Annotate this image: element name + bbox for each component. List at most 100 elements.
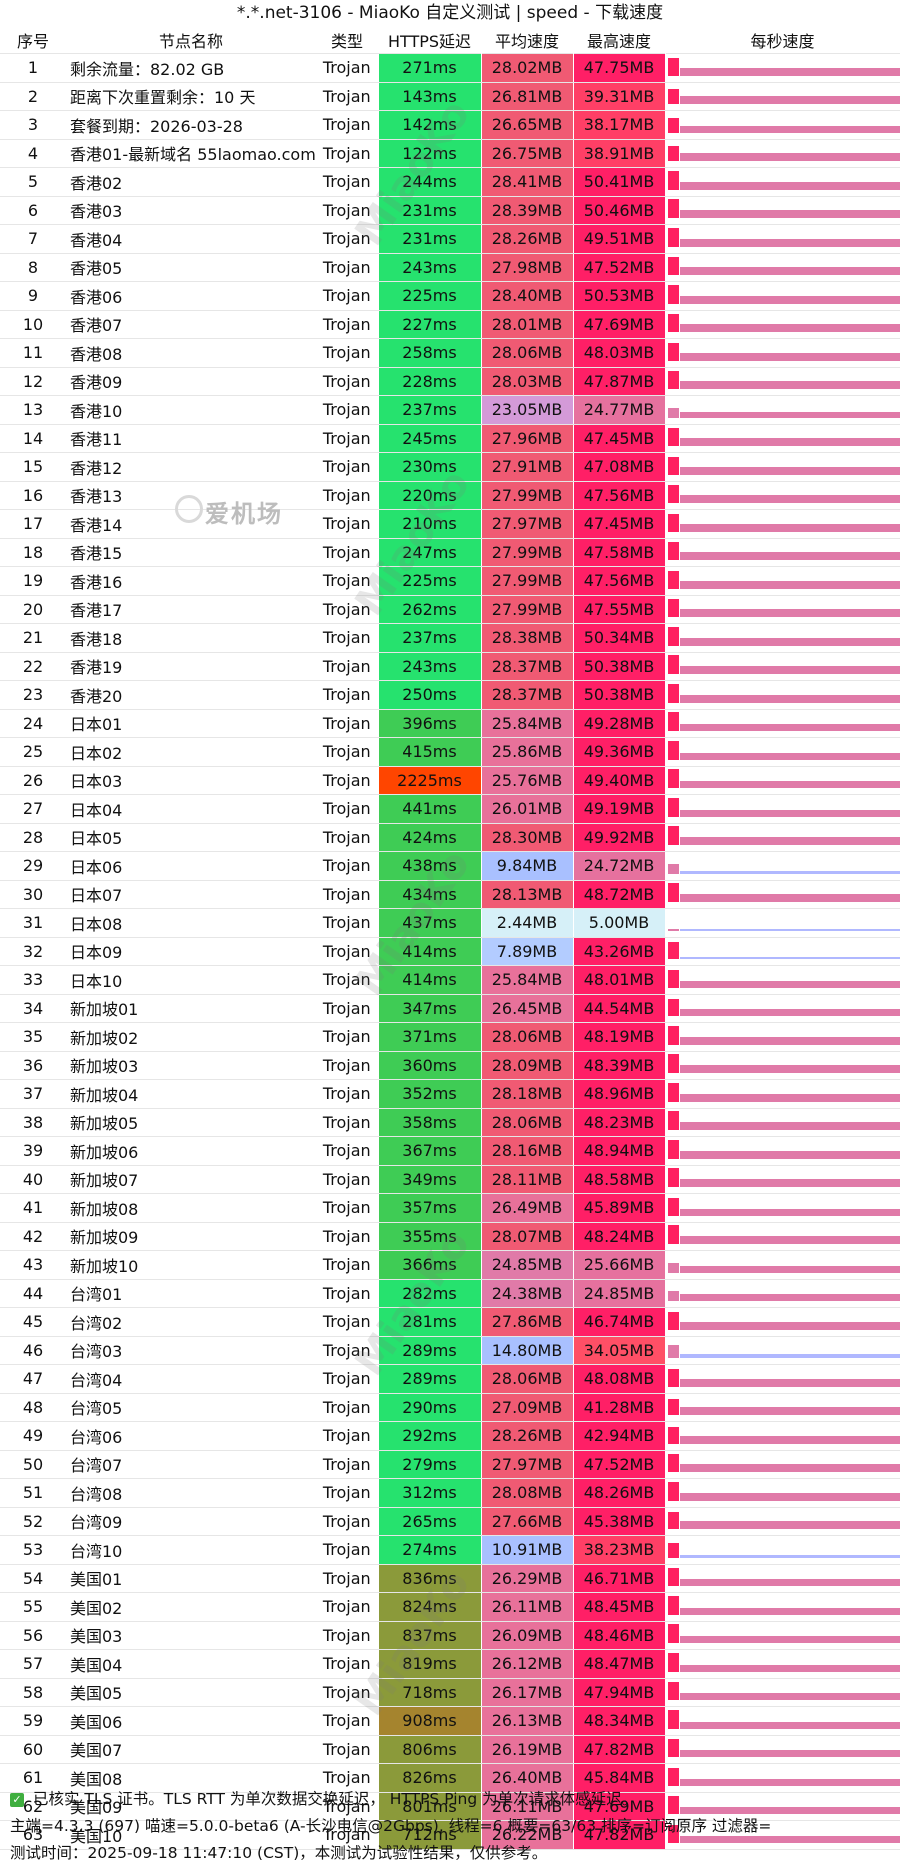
table-row[interactable]: 8 香港05 Trojan 243ms 27.98MB 47.52MB [0,252,900,282]
table-row[interactable]: 23 香港20 Trojan 250ms 28.37MB 50.38MB [0,680,900,710]
table-row[interactable]: 17 香港14 Trojan 210ms 27.97MB 47.45MB [0,509,900,539]
table-row[interactable]: 40 新加坡07 Trojan 349ms 28.11MB 48.58MB [0,1164,900,1194]
https-latency: 220ms [377,480,482,510]
table-row[interactable]: 31 日本08 Trojan 437ms 2.44MB 5.00MB [0,908,900,938]
avg-speed: 28.13MB [480,879,574,909]
sparkline-band [679,1492,900,1501]
table-row[interactable]: 22 香港19 Trojan 243ms 28.37MB 50.38MB [0,651,900,681]
max-speed: 48.23MB [572,1107,666,1137]
sparkline-band [679,580,900,589]
sparkline-spike [667,599,679,617]
header-node-name[interactable]: 节点名称 [158,31,223,51]
table-row[interactable]: 48 台湾05 Trojan 290ms 27.09MB 41.28MB [0,1392,900,1422]
table-row[interactable]: 51 台湾08 Trojan 312ms 28.08MB 48.26MB [0,1478,900,1508]
header-https-latency[interactable]: HTTPS延迟 [387,31,472,51]
avg-speed: 28.26MB [480,224,574,254]
table-row[interactable]: 11 香港08 Trojan 258ms 28.06MB 48.03MB [0,338,900,368]
per-second-speed-sparkline [665,1050,900,1080]
table-row[interactable]: 43 新加坡10 Trojan 366ms 24.85MB 25.66MB [0,1250,900,1280]
table-row[interactable]: 1 剩余流量：82.02 GB Trojan 271ms 28.02MB 47.75MB [0,53,900,83]
per-second-speed-sparkline [665,965,900,995]
table-row[interactable]: 30 日本07 Trojan 434ms 28.13MB 48.72MB [0,879,900,909]
node-type: Trojan [316,1506,378,1536]
table-row[interactable]: 41 新加坡08 Trojan 357ms 26.49MB 45.89MB [0,1193,900,1223]
https-latency: 244ms [377,167,482,197]
header-max-speed[interactable]: 最高速度 [586,31,651,51]
table-row[interactable]: 37 新加坡04 Trojan 352ms 28.18MB 48.96MB [0,1079,900,1109]
table-row[interactable]: 38 新加坡05 Trojan 358ms 28.06MB 48.23MB [0,1107,900,1137]
table-row[interactable]: 53 台湾10 Trojan 274ms 10.91MB 38.23MB [0,1535,900,1565]
header-type[interactable]: 类型 [330,31,363,51]
table-row[interactable]: 57 美国04 Trojan 819ms 26.12MB 48.47MB [0,1649,900,1679]
table-row[interactable]: 24 日本01 Trojan 396ms 25.84MB 49.28MB [0,708,900,738]
table-row[interactable]: 56 美国03 Trojan 837ms 26.09MB 48.46MB [0,1620,900,1650]
table-row[interactable]: 6 香港03 Trojan 231ms 28.39MB 50.46MB [0,195,900,225]
table-row[interactable]: 7 香港04 Trojan 231ms 28.26MB 49.51MB [0,224,900,254]
table-row[interactable]: 62 美国09 Trojan 801ms 26.11MB 47.69MB [0,1791,900,1821]
sparkline-spike [667,314,679,332]
node-name: 香港08 [66,338,316,368]
https-latency: 801ms [377,1791,482,1821]
table-row[interactable]: 35 新加坡02 Trojan 371ms 28.06MB 48.19MB [0,1022,900,1052]
table-row[interactable]: 13 香港10 Trojan 237ms 23.05MB 24.77MB [0,395,900,425]
table-row[interactable]: 19 香港16 Trojan 225ms 27.99MB 47.56MB [0,566,900,596]
node-type: Trojan [316,822,378,852]
max-speed: 46.71MB [572,1563,666,1593]
node-type: Trojan [316,851,378,881]
table-row[interactable]: 27 日本04 Trojan 441ms 26.01MB 49.19MB [0,794,900,824]
table-row[interactable]: 3 套餐到期：2026-03-28 Trojan 142ms 26.65MB 38.17M… [0,110,900,140]
https-latency: 237ms [377,623,482,653]
table-row[interactable]: 15 香港12 Trojan 230ms 27.91MB 47.08MB [0,452,900,482]
table-row[interactable]: 54 美国01 Trojan 836ms 26.29MB 46.71MB [0,1563,900,1593]
https-latency: 355ms [377,1221,482,1251]
table-row[interactable]: 32 日本09 Trojan 414ms 7.89MB 43.26MB [0,936,900,966]
table-row[interactable]: 55 美国02 Trojan 824ms 26.11MB 48.45MB [0,1592,900,1622]
row-index: 55 [0,1592,66,1622]
table-row[interactable]: 33 日本10 Trojan 414ms 25.84MB 48.01MB [0,965,900,995]
row-index: 60 [0,1734,66,1764]
table-row[interactable]: 49 台湾06 Trojan 292ms 28.26MB 42.94MB [0,1421,900,1451]
table-row[interactable]: 58 美国05 Trojan 718ms 26.17MB 47.94MB [0,1677,900,1707]
table-row[interactable]: 42 新加坡09 Trojan 355ms 28.07MB 48.24MB [0,1221,900,1251]
table-row[interactable]: 20 香港17 Trojan 262ms 27.99MB 47.55MB [0,594,900,624]
table-row[interactable]: 10 香港07 Trojan 227ms 28.01MB 47.69MB [0,309,900,339]
table-row[interactable]: 47 台湾04 Trojan 289ms 28.06MB 48.08MB [0,1364,900,1394]
table-row[interactable]: 21 香港18 Trojan 237ms 28.38MB 50.34MB [0,623,900,653]
table-row[interactable]: 16 香港13 Trojan 220ms 27.99MB 47.56MB [0,480,900,510]
table-row[interactable]: 46 台湾03 Trojan 289ms 14.80MB 34.05MB [0,1335,900,1365]
sparkline-band [679,1554,900,1558]
avg-speed: 26.49MB [480,1193,574,1223]
table-row[interactable]: 26 日本03 Trojan 2225ms 25.76MB 49.40MB [0,765,900,795]
node-type: Trojan [316,1535,378,1565]
node-type: Trojan [316,195,378,225]
table-row[interactable]: 5 香港02 Trojan 244ms 28.41MB 50.41MB [0,167,900,197]
node-name: 美国06 [66,1706,316,1736]
table-row[interactable]: 60 美国07 Trojan 806ms 26.19MB 47.82MB [0,1734,900,1764]
table-row[interactable]: 50 台湾07 Trojan 279ms 27.97MB 47.52MB [0,1449,900,1479]
table-row[interactable]: 45 台湾02 Trojan 281ms 27.86MB 46.74MB [0,1307,900,1337]
table-row[interactable]: 25 日本02 Trojan 415ms 25.86MB 49.36MB [0,737,900,767]
table-row[interactable]: 28 日本05 Trojan 424ms 28.30MB 49.92MB [0,822,900,852]
header-index[interactable]: 序号 [16,31,49,51]
table-row[interactable]: 29 日本06 Trojan 438ms 9.84MB 24.72MB [0,851,900,881]
table-row[interactable]: 18 香港15 Trojan 247ms 27.99MB 47.58MB [0,537,900,567]
table-row[interactable]: 63 美国10 Trojan 712ms 26.22MB 47.82MB [0,1820,900,1850]
table-row[interactable]: 59 美国06 Trojan 908ms 26.13MB 48.34MB [0,1706,900,1736]
max-speed: 48.19MB [572,1022,666,1052]
table-row[interactable]: 14 香港11 Trojan 245ms 27.96MB 47.45MB [0,423,900,453]
table-row[interactable]: 9 香港06 Trojan 225ms 28.40MB 50.53MB [0,281,900,311]
row-index: 8 [0,252,66,282]
table-row[interactable]: 36 新加坡03 Trojan 360ms 28.09MB 48.39MB [0,1050,900,1080]
node-type: Trojan [316,1677,378,1707]
header-per-second-speed[interactable]: 每秒速度 [750,31,815,51]
table-row[interactable]: 44 台湾01 Trojan 282ms 24.38MB 24.85MB [0,1278,900,1308]
table-row[interactable]: 2 距离下次重置剩余：10 天 Trojan 143ms 26.81MB 39.31MB [0,81,900,111]
table-row[interactable]: 12 香港09 Trojan 228ms 28.03MB 47.87MB [0,366,900,396]
table-row[interactable]: 39 新加坡06 Trojan 367ms 28.16MB 48.94MB [0,1136,900,1166]
table-row[interactable]: 52 台湾09 Trojan 265ms 27.66MB 45.38MB [0,1506,900,1536]
header-avg-speed[interactable]: 平均速度 [494,31,559,51]
table-row[interactable]: 4 香港01-最新域名 55laomao.com Trojan 122ms 26.75M… [0,138,900,168]
table-row[interactable]: 61 美国08 Trojan 826ms 26.40MB 45.84MB [0,1763,900,1793]
table-row[interactable]: 34 新加坡01 Trojan 347ms 26.45MB 44.54MB [0,993,900,1023]
avg-speed: 26.19MB [480,1734,574,1764]
